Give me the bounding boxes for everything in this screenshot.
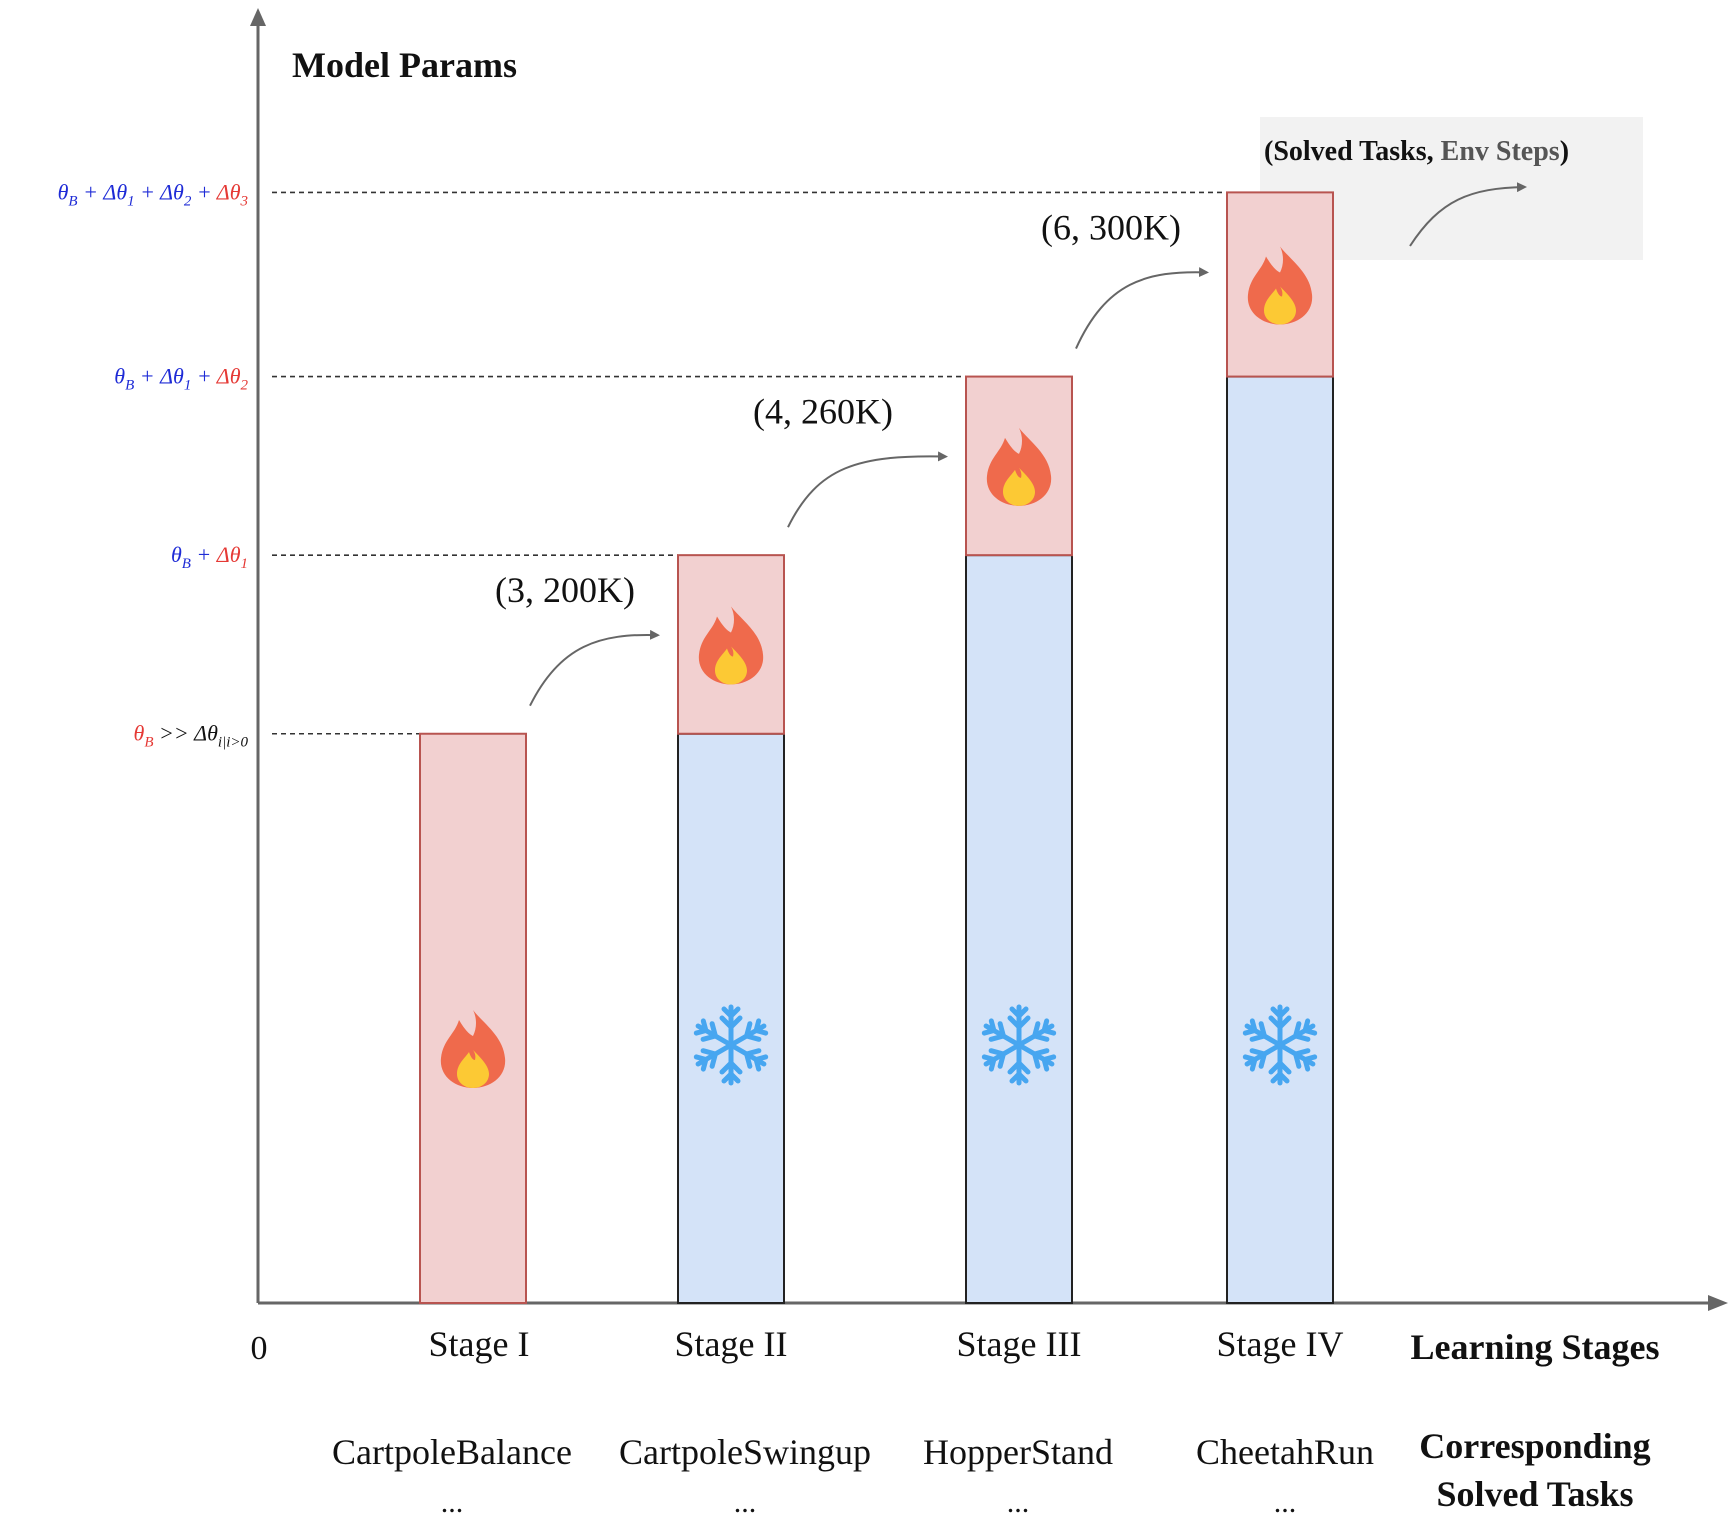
y-level-label-1: θB​ + Δθ1​ [171,542,248,572]
origin-label: 0 [251,1330,268,1367]
transitions: (3, 200K) (4, 260K) (6, 300K) [495,207,1209,707]
task-more-3: ... [1007,1486,1030,1519]
transition-arrow-2 [787,451,948,528]
x-tick-label-1: Stage I [429,1324,530,1364]
task-more-2: ... [734,1486,757,1519]
tasks-axis-label-line2: Solved Tasks [1436,1474,1633,1514]
bar-frozen-3 [965,554,1073,1304]
legend-arrow [1409,182,1527,247]
task-more-4: ... [1274,1486,1297,1519]
transition-label-1: (3, 200K) [495,570,635,610]
task-more-1: ... [441,1486,464,1519]
transition-arrow-3 [1075,267,1209,349]
x-axis-label: Learning Stages [1410,1327,1659,1367]
y-level-label-0: θB​ >> Δθi|i>0​ [134,721,249,751]
y-axis-label: Model Params [292,45,517,85]
y-level-label-2: θB​ + Δθ1​ + Δθ2​ [114,364,248,394]
task-label-1: CartpoleBalance [332,1432,572,1472]
transition-label-2: (4, 260K) [753,392,893,432]
x-tick-labels: Stage I CartpoleBalance... Stage II Cartpol… [332,1324,1374,1519]
bars [419,191,1334,1304]
tasks-axis-label-line1: Corresponding [1419,1426,1650,1466]
transition-label-3: (6, 300K) [1041,207,1181,247]
transition-arrow-1 [529,629,660,707]
task-label-3: HopperStand [923,1432,1113,1472]
y-level-label-3: θB​ + Δθ1​ + Δθ2​ + Δθ3​ [58,179,248,209]
y-axis-arrowhead [250,8,266,26]
x-axis-arrowhead [1708,1295,1728,1311]
legend-text: (Solved Tasks, Env Steps) [1264,136,1569,167]
x-tick-label-3: Stage III [957,1324,1082,1364]
task-label-4: CheetahRun [1196,1432,1374,1472]
bar-frozen-4 [1226,375,1334,1304]
x-tick-label-4: Stage IV [1217,1324,1344,1364]
legend-env-steps: Env Steps [1441,136,1560,167]
bar-trainable-1 [419,732,527,1304]
task-label-2: CartpoleSwingup [619,1432,871,1472]
legend-close-paren: ) [1560,136,1569,167]
legend-solved-tasks: (Solved Tasks, [1264,136,1441,167]
x-tick-label-2: Stage II [675,1324,788,1364]
y-levels: θB​ >> Δθi|i>0​ θB​ + Δθ1​ θB​ + Δθ1​ + Δθ… [58,179,1227,751]
